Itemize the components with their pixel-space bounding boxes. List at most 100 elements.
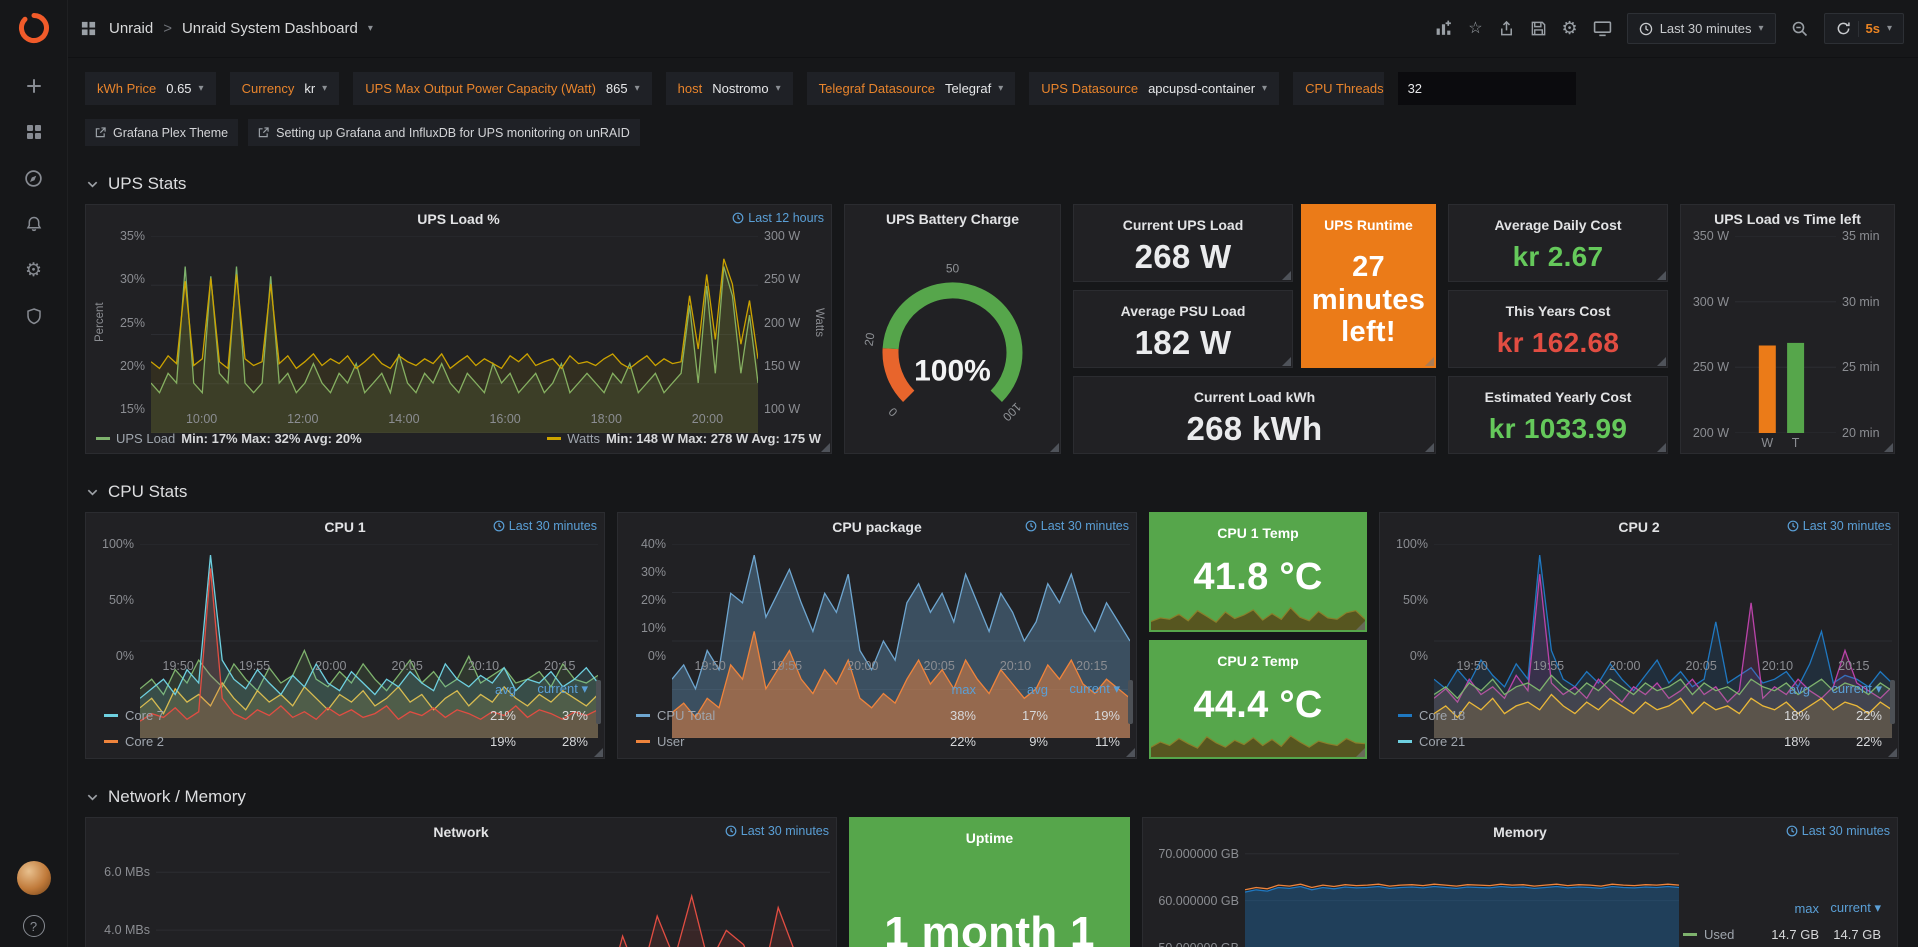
configuration-gear-icon[interactable]: ⚙ (24, 259, 43, 281)
legend-series[interactable]: CPU Total (636, 708, 904, 723)
title-caret-icon[interactable]: ▾ (367, 23, 373, 34)
legend-series[interactable]: Core 21 (1398, 734, 1738, 749)
variable-value[interactable]: 865 ▾ (605, 81, 640, 96)
variable-ups-datasource[interactable]: UPS Datasource apcupsd-container ▾ (1029, 72, 1280, 105)
panel-title[interactable]: CPU 1 Temp (1217, 525, 1299, 541)
legend-sort-current[interactable]: current ▾ (537, 681, 588, 696)
dashboards-icon[interactable] (24, 122, 44, 142)
time-range-picker[interactable]: Last 30 minutes ▾ (1626, 13, 1776, 44)
panel-title[interactable]: Current Load kWh (1193, 389, 1316, 405)
panel-title[interactable]: CPU package (832, 518, 922, 535)
refresh-caret-icon[interactable]: ▾ (1886, 23, 1892, 34)
row-header-network-memory[interactable]: Network / Memory (86, 787, 1902, 807)
variable-value[interactable]: Nostromo ▾ (712, 81, 781, 96)
explore-icon[interactable] (24, 168, 44, 188)
help-icon[interactable]: ? (22, 915, 45, 937)
legend-series[interactable]: Core 2 (104, 734, 444, 749)
panel-title[interactable]: Average Daily Cost (1494, 217, 1622, 233)
panel-cpu1: CPU 1 Last 30 minutes 0% 50% 100% 19:50 19:… (85, 512, 605, 759)
variable-input[interactable] (1397, 72, 1576, 105)
variable-kwh-price[interactable]: kWh Price 0.65 ▾ (85, 72, 216, 105)
resize-handle[interactable] (1126, 748, 1135, 757)
panel-title[interactable]: Average PSU Load (1120, 303, 1246, 319)
panel-title[interactable]: Network (433, 823, 489, 840)
panel-title[interactable]: UPS Battery Charge (885, 210, 1020, 227)
resize-handle[interactable] (1282, 357, 1291, 366)
admin-shield-icon[interactable] (24, 306, 44, 326)
tv-mode-icon[interactable] (1593, 20, 1612, 37)
variable-value[interactable]: apcupsd-container ▾ (1148, 81, 1268, 96)
panel-title[interactable]: CPU 2 Temp (1217, 652, 1299, 669)
legend-sort-current[interactable]: current ▾ (1830, 900, 1881, 915)
row-header-ups-stats[interactable]: UPS Stats (86, 174, 1902, 194)
submenu: kWh Price 0.65 ▾ Currency kr ▾ UPS Max Output … (68, 58, 1918, 146)
panel-title[interactable]: Memory (1493, 823, 1547, 840)
panel-title[interactable]: Uptime (965, 830, 1014, 846)
save-icon[interactable] (1530, 20, 1547, 37)
resize-handle[interactable] (1657, 357, 1666, 366)
legend-sort-max[interactable]: max (951, 681, 976, 697)
resize-handle[interactable] (1050, 443, 1059, 452)
variable-value[interactable]: Telegraf ▾ (944, 81, 1004, 96)
legend-sort-current[interactable]: current ▾ (1831, 681, 1882, 696)
panel-title[interactable]: CPU 1 (324, 518, 366, 535)
add-icon[interactable] (24, 76, 44, 96)
resize-handle[interactable] (1657, 271, 1666, 280)
panel-title[interactable]: UPS Load % (417, 210, 500, 227)
variable-host[interactable]: host Nostromo ▾ (665, 72, 793, 105)
panel-title[interactable]: This Years Cost (1505, 303, 1611, 319)
legend-series[interactable]: User (636, 734, 904, 749)
add-panel-icon[interactable] (1434, 19, 1453, 38)
variable-value[interactable]: kr ▾ (304, 81, 328, 96)
legend-sort-avg[interactable]: avg (1789, 681, 1810, 697)
variable-cpu-threads[interactable]: CPU Threads (1293, 72, 1384, 105)
settings-gear-icon[interactable]: ⚙ (1561, 18, 1578, 38)
legend-sort-avg[interactable]: avg (1027, 681, 1048, 697)
legend-series[interactable]: Watts Min: 148 W Max: 278 W Avg: 175 W (547, 431, 821, 446)
legend-series[interactable]: Core 18 (1398, 708, 1738, 723)
resize-handle[interactable] (821, 443, 830, 452)
apps-grid-icon[interactable] (80, 20, 97, 37)
zoom-out-icon[interactable] (1791, 20, 1809, 38)
resize-handle[interactable] (1657, 443, 1666, 452)
refresh-interval-label[interactable]: 5s (1865, 21, 1880, 36)
variable-telegraf-datasource[interactable]: Telegraf Datasource Telegraf ▾ (806, 72, 1016, 105)
refresh-button[interactable]: 5s ▾ (1823, 13, 1904, 44)
share-icon[interactable] (1498, 20, 1515, 37)
page-title[interactable]: Unraid System Dashboard (181, 20, 358, 37)
dashboard-link[interactable]: Grafana Plex Theme (85, 119, 239, 146)
legend-scrollbar[interactable] (1890, 680, 1895, 724)
resize-handle[interactable] (1356, 620, 1365, 630)
breadcrumb-app[interactable]: Unraid (109, 20, 154, 37)
resize-handle[interactable] (1884, 443, 1893, 452)
resize-handle[interactable] (1888, 748, 1897, 757)
star-icon[interactable]: ☆ (1468, 19, 1483, 37)
legend-scrollbar[interactable] (596, 680, 601, 724)
legend-sort-current[interactable]: current ▾ (1069, 681, 1120, 696)
variable-ups-max-output-power-capacity-watt-[interactable]: UPS Max Output Power Capacity (Watt) 865 ▾ (353, 72, 652, 105)
resize-handle[interactable] (1356, 748, 1365, 757)
legend-sort-max[interactable]: max (1794, 900, 1819, 916)
panel-title[interactable]: Current UPS Load (1122, 217, 1244, 233)
panel-title[interactable]: UPS Runtime (1324, 217, 1413, 233)
dashboard-link[interactable]: Setting up Grafana and InfluxDB for UPS … (248, 119, 640, 146)
panel-title[interactable]: CPU 2 (1618, 518, 1660, 535)
resize-handle[interactable] (1282, 271, 1291, 280)
user-avatar[interactable] (16, 861, 51, 895)
resize-handle[interactable] (1425, 443, 1434, 452)
legend-series[interactable]: Used (1683, 927, 1757, 942)
grafana-logo-icon[interactable] (18, 12, 50, 44)
legend-series[interactable]: UPS Load Min: 17% Max: 32% Avg: 20% (96, 431, 362, 446)
variable-currency[interactable]: Currency kr ▾ (229, 72, 340, 105)
legend-sort-avg[interactable]: avg (495, 681, 516, 697)
variable-value[interactable]: 0.65 ▾ (166, 81, 204, 96)
resize-handle[interactable] (1425, 357, 1434, 366)
resize-handle[interactable] (594, 748, 603, 757)
panel-title[interactable]: UPS Load vs Time left (1714, 210, 1861, 227)
panel-uptime: Uptime 1 month 1 (849, 817, 1130, 947)
legend-series[interactable]: Core 7 (104, 708, 444, 723)
legend-scrollbar[interactable] (1128, 680, 1133, 724)
alerting-bell-icon[interactable] (24, 214, 44, 234)
row-header-cpu-stats[interactable]: CPU Stats (86, 482, 1902, 502)
panel-title[interactable]: Estimated Yearly Cost (1484, 389, 1632, 405)
